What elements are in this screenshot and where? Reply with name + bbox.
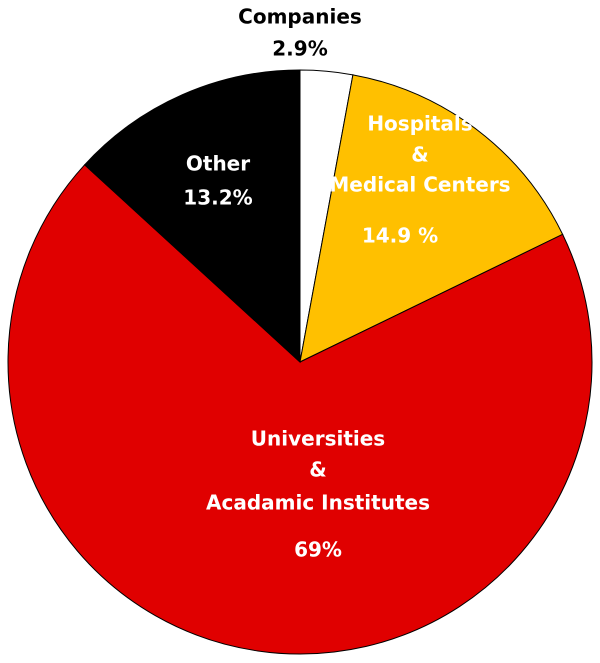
slice-label: & <box>309 458 326 482</box>
value-label: 69% <box>294 538 342 562</box>
pie-slice <box>83 69 301 364</box>
pie-slice <box>7 164 593 655</box>
slice-label: Universities <box>251 427 385 451</box>
pie-slice <box>299 74 564 363</box>
value-label: 2.9% <box>272 37 327 61</box>
value-label: 14.9 % <box>362 224 438 248</box>
slice-label: Hospitals <box>367 112 472 136</box>
slice-label: Medical Centers <box>329 173 510 197</box>
slice-label: Acadamic Institutes <box>206 491 430 515</box>
slice-label: & <box>411 143 428 167</box>
slice-label: Other <box>186 152 250 176</box>
slice-label: Companies <box>238 5 362 29</box>
value-label: 13.2% <box>183 186 252 210</box>
